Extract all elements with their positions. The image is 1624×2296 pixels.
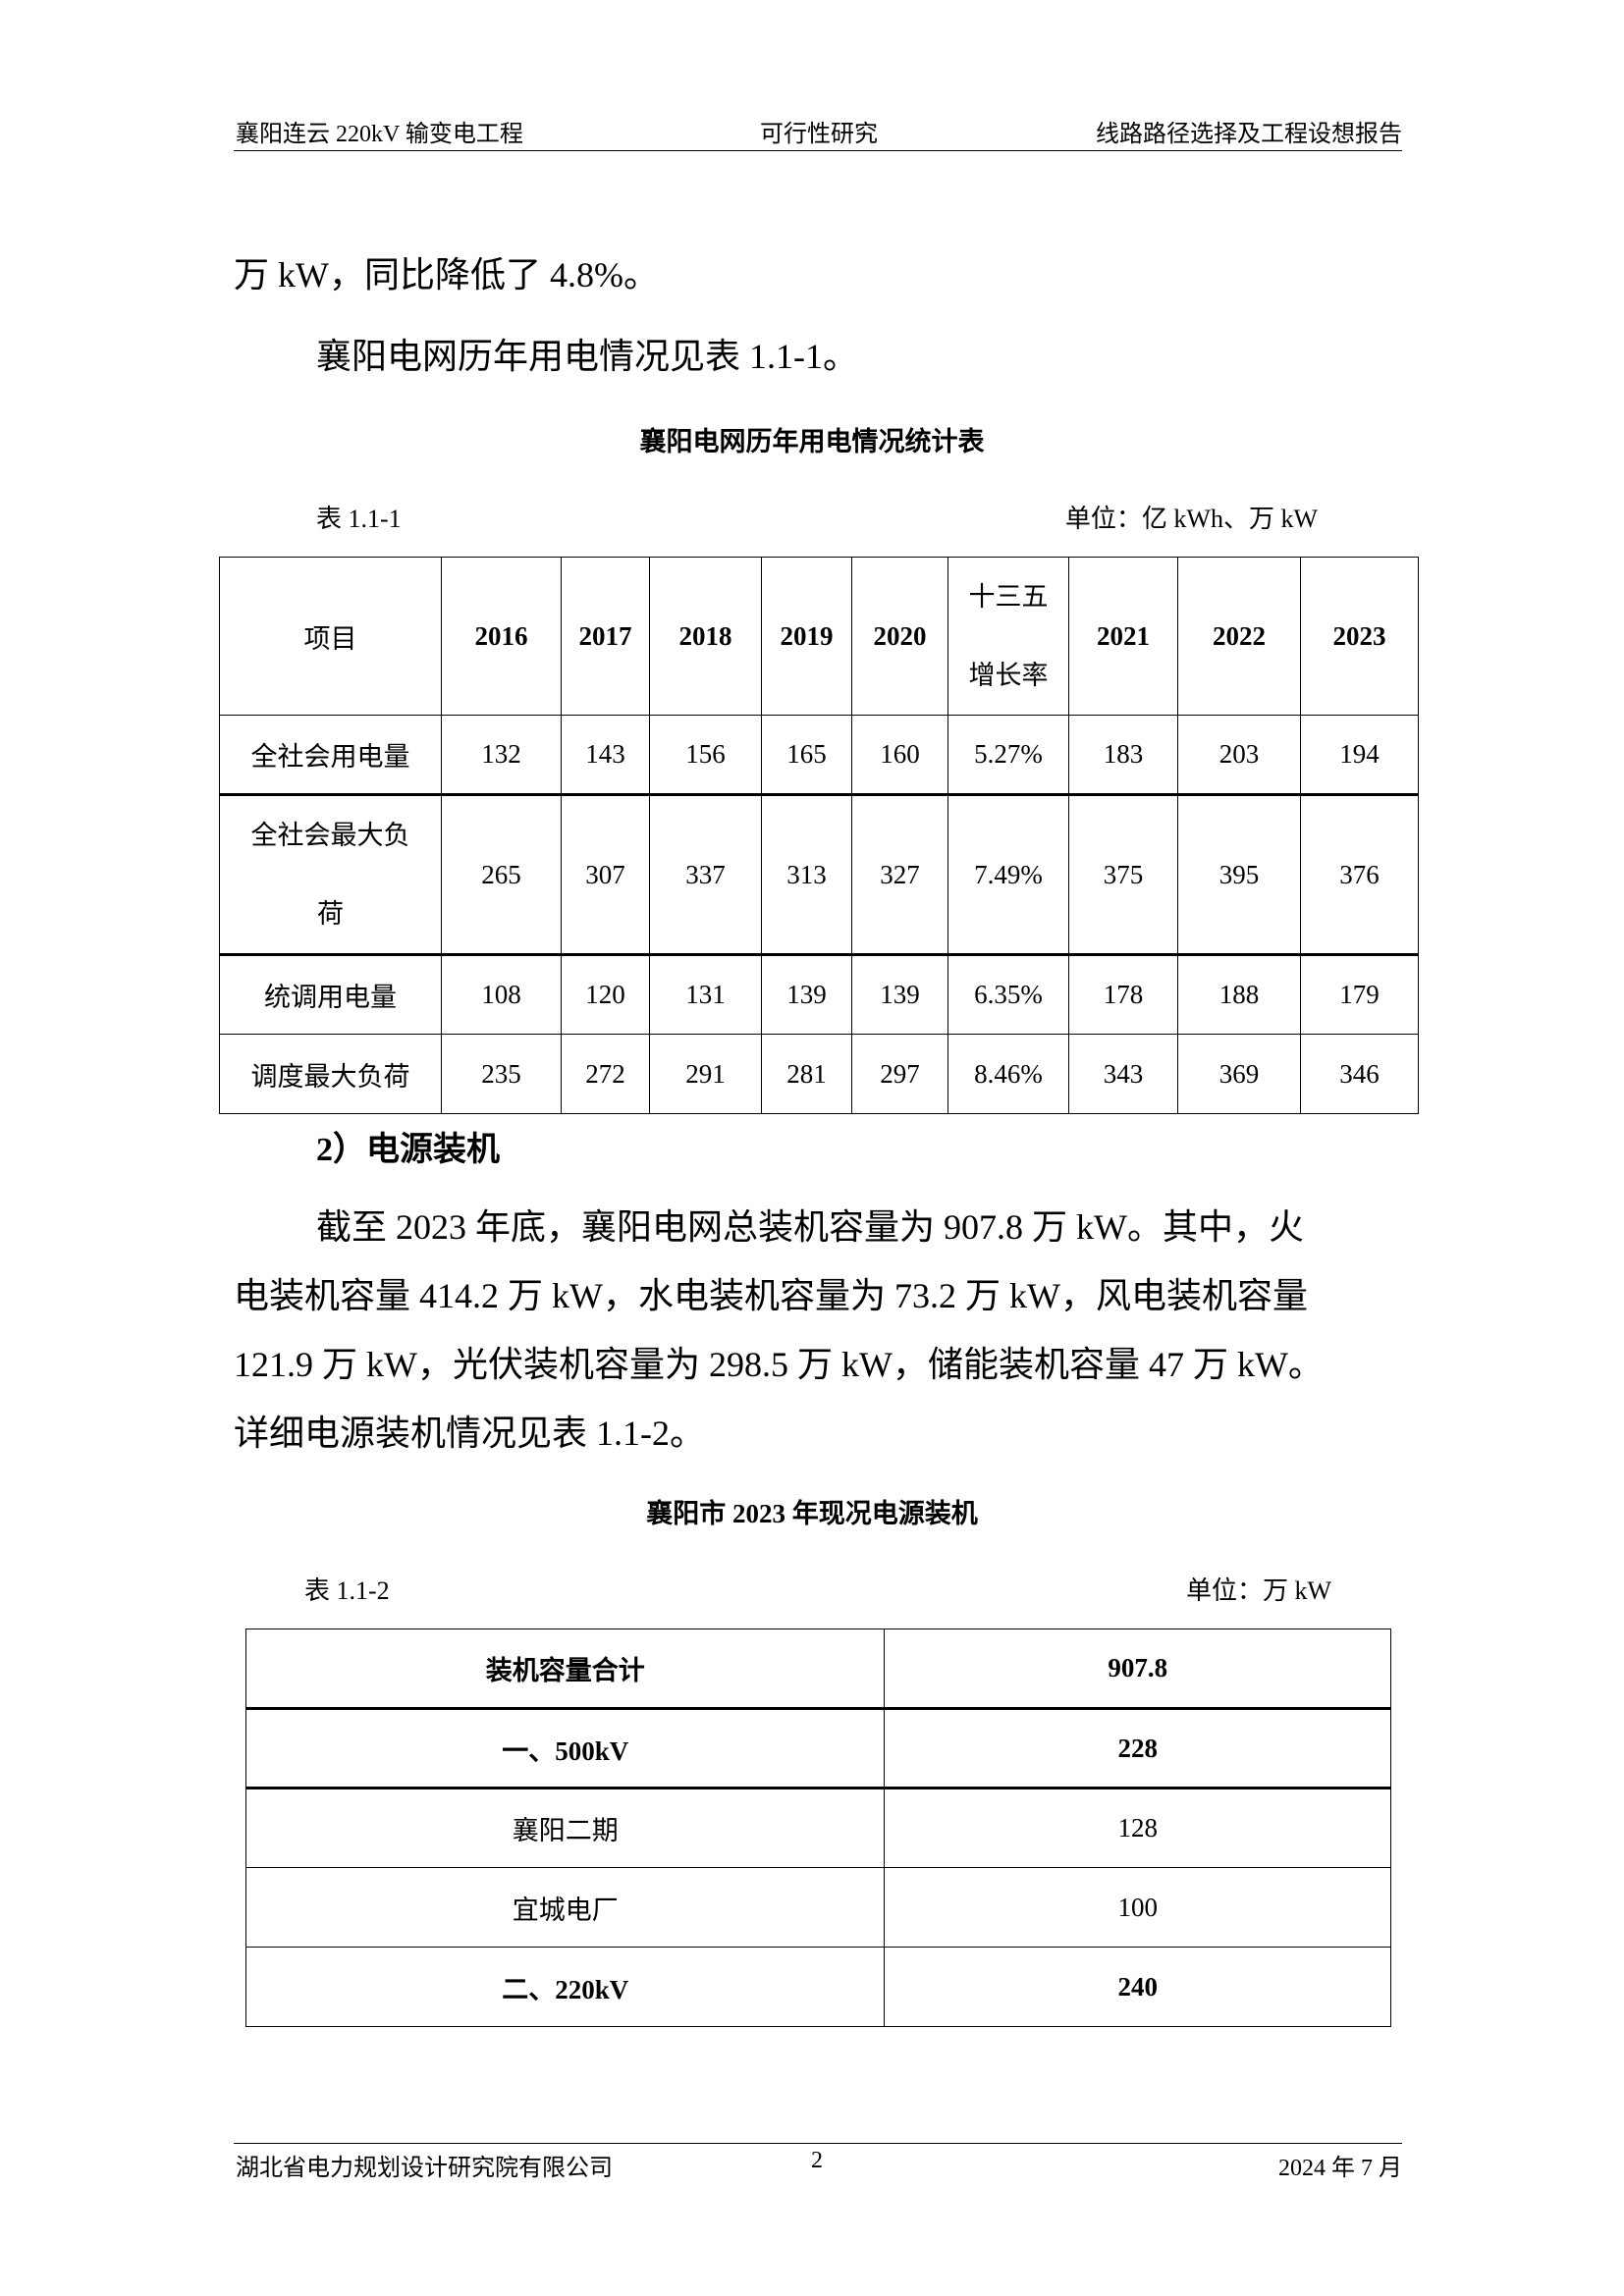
footer-left: 湖北省电力规划设计研究院有限公司 [236,2156,613,2181]
name-cell: 一、500kV [244,1707,886,1789]
para-line-3: 121.9 万 kW，光伏装机容量为 298.5 万 kW，储能装机容量 47 … [234,1345,1324,1384]
header-cell: 2017 [561,557,650,716]
footer-divider [234,2143,1402,2144]
table-power-installed: 装机容量合计 907.8 一、500kV 228 襄阳二期 128 宜城电厂 100 二、220… [244,1629,1391,2027]
table2-title: 襄阳市 2023 年现况电源装机 [646,1499,978,1528]
table-power-usage: 项目 2016 2017 2018 2019 2020 十三五增长率 2021 … [219,557,1419,1114]
header-cell: 项目 [219,557,442,716]
header-left: 襄阳连云 220kV 输变电工程 [236,122,523,147]
value-cell: 297 [851,1034,948,1114]
value-cell: 7.49% [947,793,1069,955]
value-cell: 369 [1177,1034,1301,1114]
value-cell: 907.8 [884,1629,1391,1709]
value-cell: 108 [441,953,562,1035]
value-cell: 272 [561,1034,650,1114]
table-row: 全社会用电量 132 143 156 165 160 5.27% 183 203 194 [219,715,1419,795]
table-row: 一、500kV 228 [244,1707,1391,1789]
table-row: 装机容量合计 907.8 [244,1629,1391,1709]
value-cell: 160 [851,715,948,795]
value-cell: 228 [884,1707,1391,1789]
value-cell: 139 [851,953,948,1035]
body-line-2: 襄阳电网历年用电情况见表 1.1-1。 [316,337,858,376]
para-line-1: 截至 2023 年底，襄阳电网总装机容量为 907.8 万 kW。其中，火 [316,1207,1304,1247]
value-cell: 6.35% [947,953,1069,1035]
value-cell: 346 [1300,1034,1419,1114]
table-row: 二、220kV 240 [244,1947,1391,2027]
value-cell: 313 [761,793,852,955]
value-cell: 395 [1177,793,1301,955]
table-row: 全社会最大负荷 265 307 337 313 327 7.49% 375 395 376 [219,793,1419,955]
value-cell: 8.46% [947,1034,1069,1114]
header-cell: 2019 [761,557,852,716]
page-number: 2 [811,2148,823,2173]
value-cell: 139 [761,953,852,1035]
header-cell: 十三五增长率 [947,557,1069,716]
value-cell: 120 [561,953,650,1035]
header-cell: 2020 [851,557,948,716]
value-cell: 131 [649,953,762,1035]
table1-unit: 单位：亿 kWh、万 kW [1064,505,1318,533]
value-cell: 179 [1300,953,1419,1035]
header-cell: 2018 [649,557,762,716]
name-cell: 装机容量合计 [244,1629,886,1709]
table2-label: 表 1.1-2 [304,1576,390,1605]
value-cell: 194 [1300,715,1419,795]
para-line-2: 电装机容量 414.2 万 kW，水电装机容量为 73.2 万 kW，风电装机容… [234,1276,1308,1315]
name-cell: 二、220kV [244,1947,886,2027]
value-cell: 5.27% [947,715,1069,795]
value-cell: 128 [884,1787,1391,1868]
value-cell: 240 [884,1947,1391,2027]
header-right: 线路路径选择及工程设想报告 [1096,122,1402,147]
name-cell: 襄阳二期 [244,1787,886,1868]
value-cell: 156 [649,715,762,795]
row-item-cell: 调度最大负荷 [219,1034,442,1114]
value-cell: 235 [441,1034,562,1114]
value-cell: 337 [649,793,762,955]
value-cell: 281 [761,1034,852,1114]
value-cell: 203 [1177,715,1301,795]
table-row: 宜城电厂 100 [244,1867,1391,1948]
footer-right: 2024 年 7 月 [1278,2156,1402,2181]
table-row: 调度最大负荷 235 272 291 281 297 8.46% 343 369 346 [219,1034,1419,1114]
value-cell: 343 [1068,1034,1178,1114]
table1-label: 表 1.1-1 [316,505,402,533]
table-row: 统调用电量 108 120 131 139 139 6.35% 178 188 179 [219,953,1419,1035]
table-row: 襄阳二期 128 [244,1787,1391,1868]
value-cell: 375 [1068,793,1178,955]
header-cell: 2022 [1177,557,1301,716]
value-cell: 291 [649,1034,762,1114]
row-item-cell: 统调用电量 [219,953,442,1035]
table1-header-row: 项目 2016 2017 2018 2019 2020 十三五增长率 2021 … [219,557,1419,716]
value-cell: 178 [1068,953,1178,1035]
value-cell: 100 [884,1867,1391,1948]
value-cell: 265 [441,793,562,955]
header-cell: 2023 [1300,557,1419,716]
value-cell: 132 [441,715,562,795]
body-line-1: 万 kW，同比降低了 4.8%。 [234,255,659,294]
value-cell: 165 [761,715,852,795]
table1-title: 襄阳电网历年用电情况统计表 [639,427,985,456]
header-cell: 2021 [1068,557,1178,716]
header-center: 可行性研究 [760,122,878,147]
header-cell: 2016 [441,557,562,716]
row-item-cell: 全社会最大负荷 [219,793,442,955]
row-item-cell: 全社会用电量 [219,715,442,795]
name-cell: 宜城电厂 [244,1867,886,1948]
section-heading: 2）电源装机 [316,1132,500,1168]
header-divider [234,150,1402,151]
value-cell: 143 [561,715,650,795]
value-cell: 307 [561,793,650,955]
value-cell: 376 [1300,793,1419,955]
value-cell: 188 [1177,953,1301,1035]
para-line-4: 详细电源装机情况见表 1.1-2。 [234,1414,705,1453]
value-cell: 327 [851,793,948,955]
table2-unit: 单位：万 kW [1185,1576,1331,1605]
value-cell: 183 [1068,715,1178,795]
